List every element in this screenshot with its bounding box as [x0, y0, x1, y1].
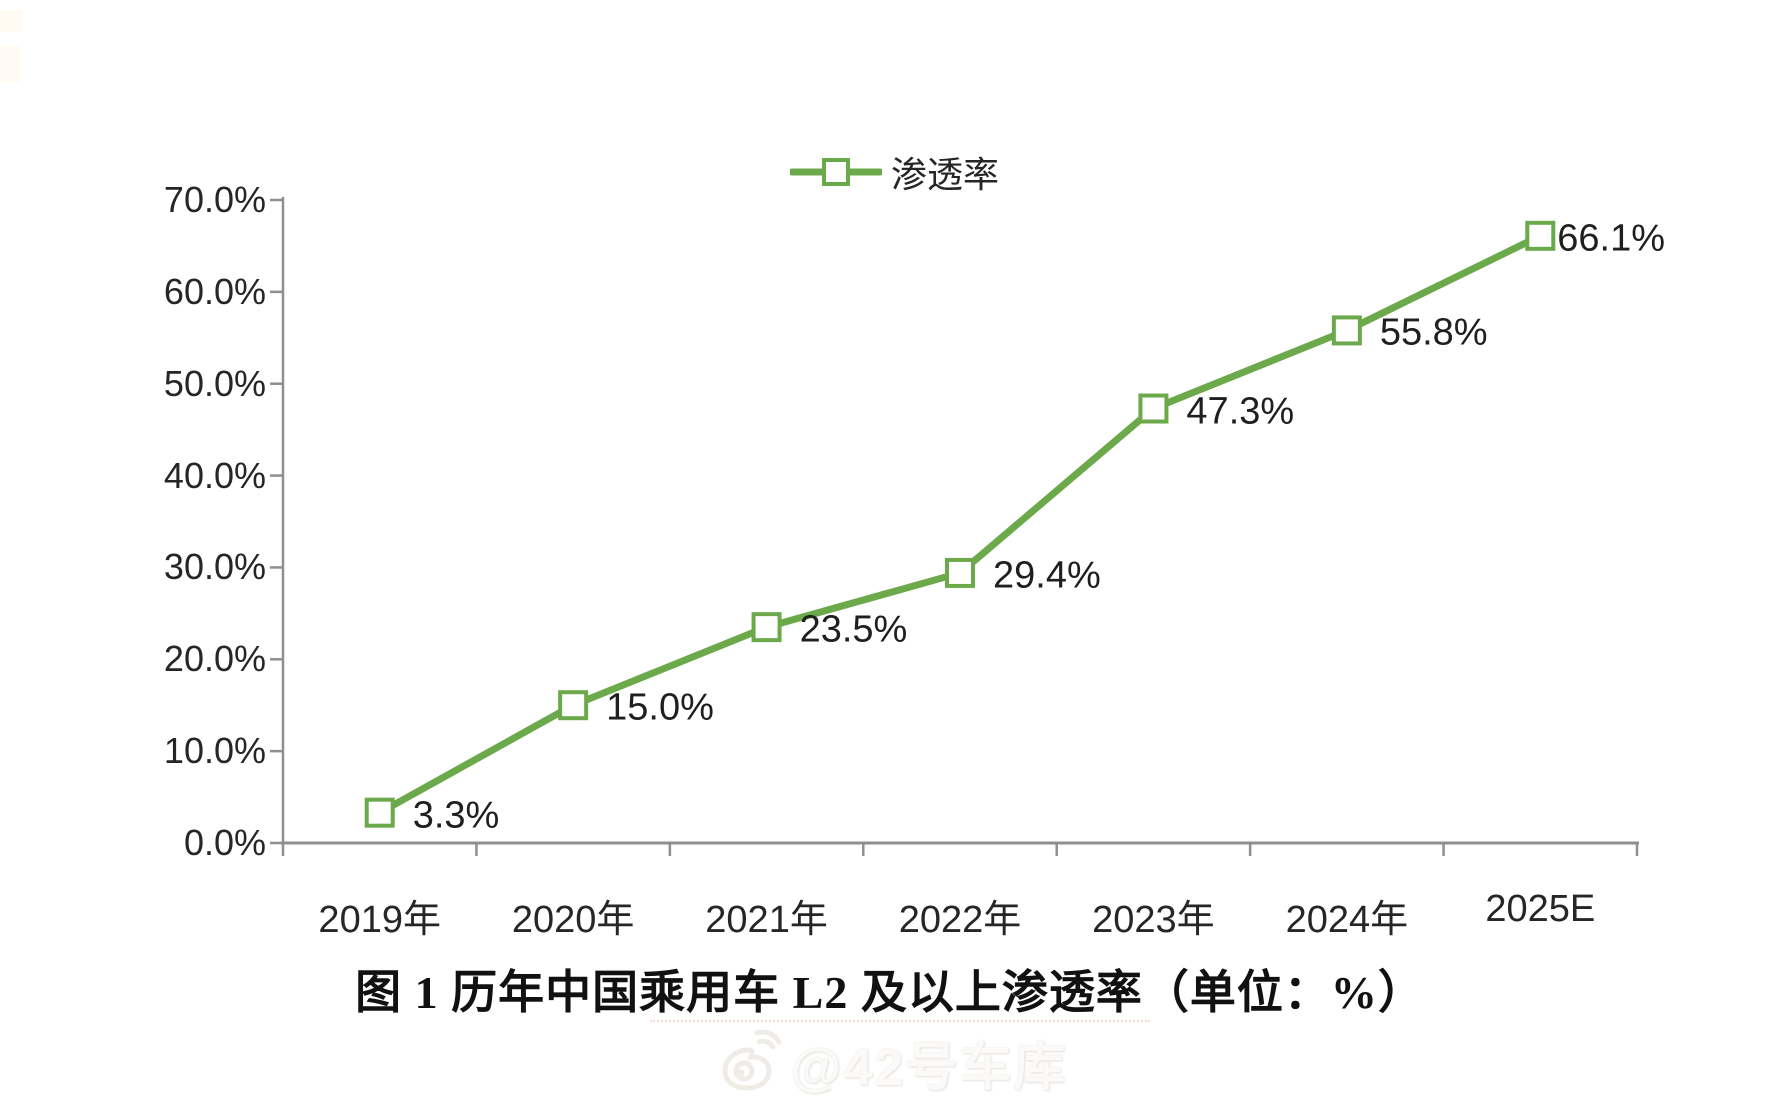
scan-artifact-line: [650, 1020, 1150, 1022]
y-axis-tick-label: 10.0%: [163, 730, 266, 772]
data-point-label: 23.5%: [799, 608, 908, 651]
data-point-label: 55.8%: [1379, 311, 1488, 354]
x-axis-tick-label: 2024年: [1285, 899, 1409, 941]
data-point-marker: [1525, 220, 1556, 251]
y-axis-tick-label: 40.0%: [163, 454, 266, 496]
legend-series-label: 渗透率: [891, 154, 1000, 195]
y-axis-tick-label: 70.0%: [163, 179, 266, 220]
y-axis-tick-label: 50.0%: [163, 362, 266, 404]
y-axis-tick-label: 20.0%: [163, 638, 266, 680]
chart-legend: 渗透率: [790, 150, 999, 195]
data-point-marker: [945, 557, 975, 588]
data-point-marker: [364, 797, 395, 828]
data-point-marker: [1331, 315, 1362, 346]
legend-line-marker-icon: [790, 158, 882, 186]
data-point-marker: [751, 612, 782, 643]
x-axis-tick-label: 2019年: [318, 899, 441, 941]
data-point-label: 15.0%: [606, 686, 714, 729]
scan-artifact: [0, 46, 20, 82]
data-point-label: 66.1%: [1557, 217, 1666, 260]
data-point-label: 29.4%: [993, 554, 1101, 597]
y-axis-tick-label: 60.0%: [163, 270, 266, 312]
scan-artifact: [0, 10, 22, 32]
y-axis-tick-label: 0.0%: [183, 822, 266, 863]
x-axis-tick-label: 2025E: [1485, 888, 1596, 930]
data-point-marker: [1138, 393, 1169, 424]
data-point-marker: [558, 690, 589, 721]
y-axis-tick-label: 30.0%: [163, 546, 266, 588]
figure-caption: 图 1 历年中国乘用车 L2 及以上渗透率（单位：%）: [355, 967, 1425, 1018]
x-axis-tick-label: 2021年: [705, 899, 828, 941]
x-axis-tick-label: 2022年: [898, 899, 1022, 941]
series-line: [376, 232, 1544, 817]
data-point-label: 47.3%: [1186, 390, 1295, 433]
data-point-label: 3.3%: [412, 794, 500, 837]
x-axis-tick-label: 2023年: [1092, 899, 1215, 941]
x-axis-tick-label: 2020年: [511, 899, 635, 941]
